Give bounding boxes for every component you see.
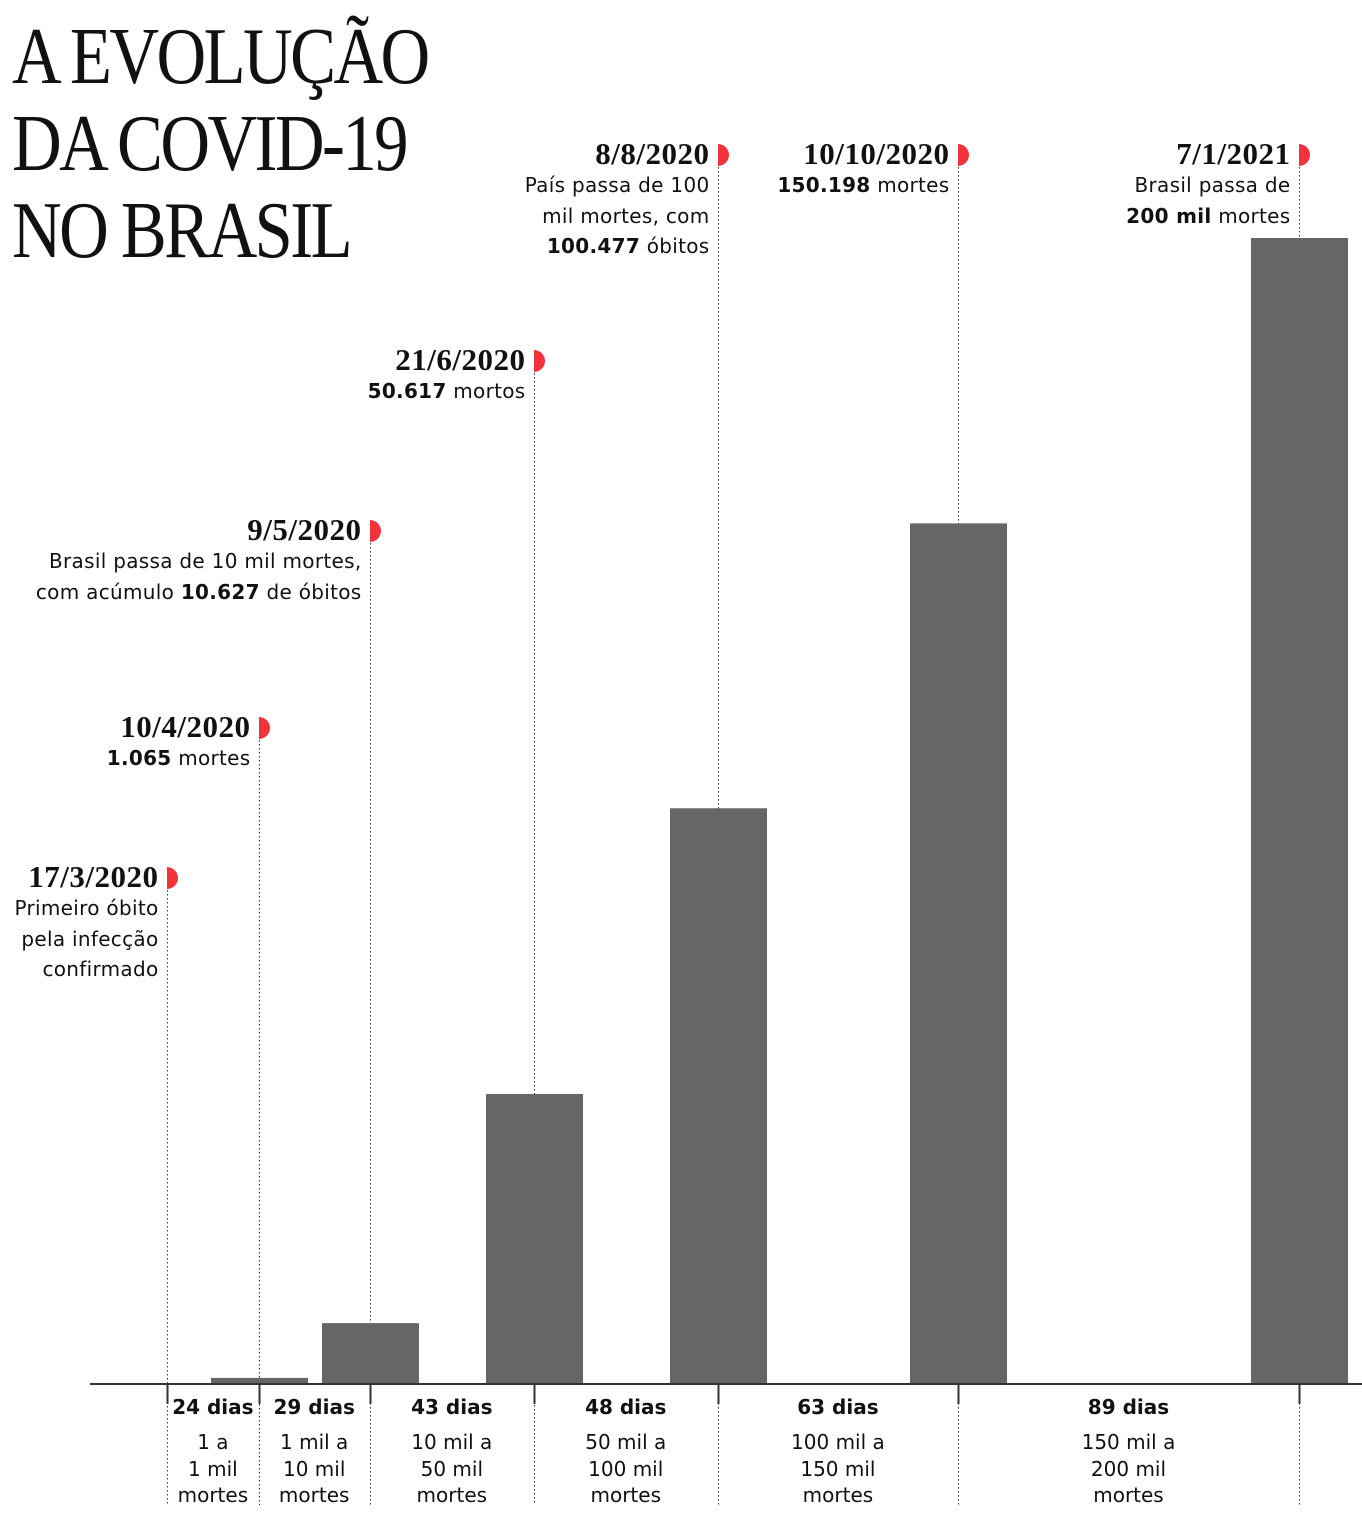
- period-days: 63 dias: [797, 1395, 879, 1419]
- period-days: 24 dias: [172, 1395, 254, 1419]
- event-marker-icon: [167, 867, 178, 889]
- event-text: mortes: [1211, 203, 1291, 228]
- event-text: mortes: [171, 746, 251, 770]
- event-description: pela infecção: [15, 924, 159, 955]
- bar: [486, 1093, 583, 1384]
- event-date: 7/1/2021: [1176, 136, 1291, 171]
- period-days: 29 dias: [273, 1395, 355, 1419]
- period-days: 43 dias: [411, 1395, 493, 1419]
- event-date: 10/10/2020: [803, 136, 950, 171]
- event-text: Brasil passa de: [1134, 173, 1291, 197]
- period-label: 48 dias 50 mil a 100 mil mortes: [546, 1395, 706, 1509]
- event-marker-icon: [259, 717, 270, 739]
- period-range: 150 mil a 200 mil mortes: [1081, 1430, 1176, 1507]
- event-marker-icon: [534, 350, 545, 372]
- event-text: mortes: [870, 173, 950, 197]
- bar: [910, 523, 1007, 1384]
- event-description: mil mortes, com: [525, 201, 710, 232]
- event-annotation: 10/10/2020 150.198 mortes: [777, 138, 949, 201]
- event-annotation: 7/1/2021 Brasil passa de 200 mil mortes: [1126, 138, 1290, 231]
- event-annotation: 9/5/2020 Brasil passa de 10 mil mortes, co…: [36, 514, 362, 607]
- period-range: 100 mil a 150 mil mortes: [791, 1430, 885, 1507]
- event-annotation: 10/4/2020 1.065 mortes: [107, 711, 251, 774]
- event-date: 17/3/2020: [28, 859, 159, 894]
- event-description: 100.477 óbitos: [525, 231, 710, 262]
- bar: [322, 1323, 419, 1384]
- bar: [670, 808, 767, 1384]
- event-text: mortos: [446, 379, 526, 403]
- event-description: País passa de 100: [525, 170, 710, 201]
- title-line-2: DA COVID-19: [12, 100, 409, 188]
- event-marker-icon: [1299, 144, 1310, 166]
- event-value: 200 mil: [1126, 203, 1212, 228]
- event-description: Brasil passa de 10 mil mortes,: [36, 546, 362, 577]
- event-value: 10.627: [180, 579, 260, 604]
- event-text: pela infecção: [21, 926, 159, 951]
- event-value: 100.477: [546, 234, 641, 258]
- event-text: Primeiro óbito: [14, 896, 159, 920]
- event-text: confirmado: [42, 957, 159, 981]
- event-date: 10/4/2020: [120, 709, 251, 744]
- period-label: 29 dias 1 mil a 10 mil mortes: [234, 1395, 394, 1509]
- event-text: de óbitos: [259, 579, 362, 604]
- event-description: Brasil passa de: [1126, 170, 1291, 201]
- event-description: 150.198 mortes: [777, 170, 949, 201]
- event-date: 8/8/2020: [595, 136, 710, 171]
- period-days: 48 dias: [585, 1395, 667, 1419]
- event-date: 21/6/2020: [395, 342, 526, 377]
- event-annotation: 21/6/2020 50.617 mortos: [368, 344, 526, 407]
- event-annotation: 8/8/2020 País passa de 100 mil mortes, com…: [525, 138, 710, 262]
- page-title: A EVOLUÇÃO DA COVID-19 NO BRASIL: [12, 13, 430, 275]
- bar: [211, 1377, 308, 1384]
- event-value: 50.617: [367, 379, 447, 403]
- event-description: confirmado: [15, 954, 159, 985]
- event-text: mil mortes, com: [542, 203, 710, 228]
- event-value: 1.065: [106, 746, 172, 770]
- event-date: 9/5/2020: [247, 512, 362, 547]
- bar: [1251, 238, 1348, 1384]
- event-text: País passa de 100: [524, 173, 710, 197]
- period-label: 43 dias 10 mil a 50 mil mortes: [372, 1395, 532, 1509]
- title-line-3: NO BRASIL: [12, 187, 353, 275]
- event-description: 1.065 mortes: [107, 743, 251, 774]
- event-marker-icon: [958, 144, 969, 166]
- event-text: com acúmulo: [35, 579, 181, 604]
- event-text: Brasil passa de 10 mil mortes,: [49, 549, 362, 573]
- event-marker-icon: [718, 144, 729, 166]
- event-marker-icon: [370, 520, 381, 542]
- title-line-1: A EVOLUÇÃO: [12, 13, 430, 101]
- event-description: com acúmulo 10.627 de óbitos: [36, 577, 362, 608]
- period-range: 10 mil a 50 mil mortes: [411, 1430, 493, 1507]
- period-range: 1 mil a 10 mil mortes: [278, 1430, 350, 1507]
- period-label: 89 dias 150 mil a 200 mil mortes: [1048, 1395, 1208, 1509]
- event-text: óbitos: [640, 234, 710, 258]
- period-days: 89 dias: [1087, 1395, 1170, 1419]
- period-range: 50 mil a 100 mil mortes: [585, 1430, 667, 1507]
- period-label: 63 dias 100 mil a 150 mil mortes: [758, 1395, 918, 1509]
- event-description: 50.617 mortos: [368, 376, 526, 407]
- event-description: 200 mil mortes: [1126, 201, 1290, 232]
- event-description: Primeiro óbito: [15, 893, 159, 924]
- event-value: 150.198: [777, 173, 871, 197]
- event-annotation: 17/3/2020 Primeiro óbito pela infecção conf…: [15, 861, 159, 985]
